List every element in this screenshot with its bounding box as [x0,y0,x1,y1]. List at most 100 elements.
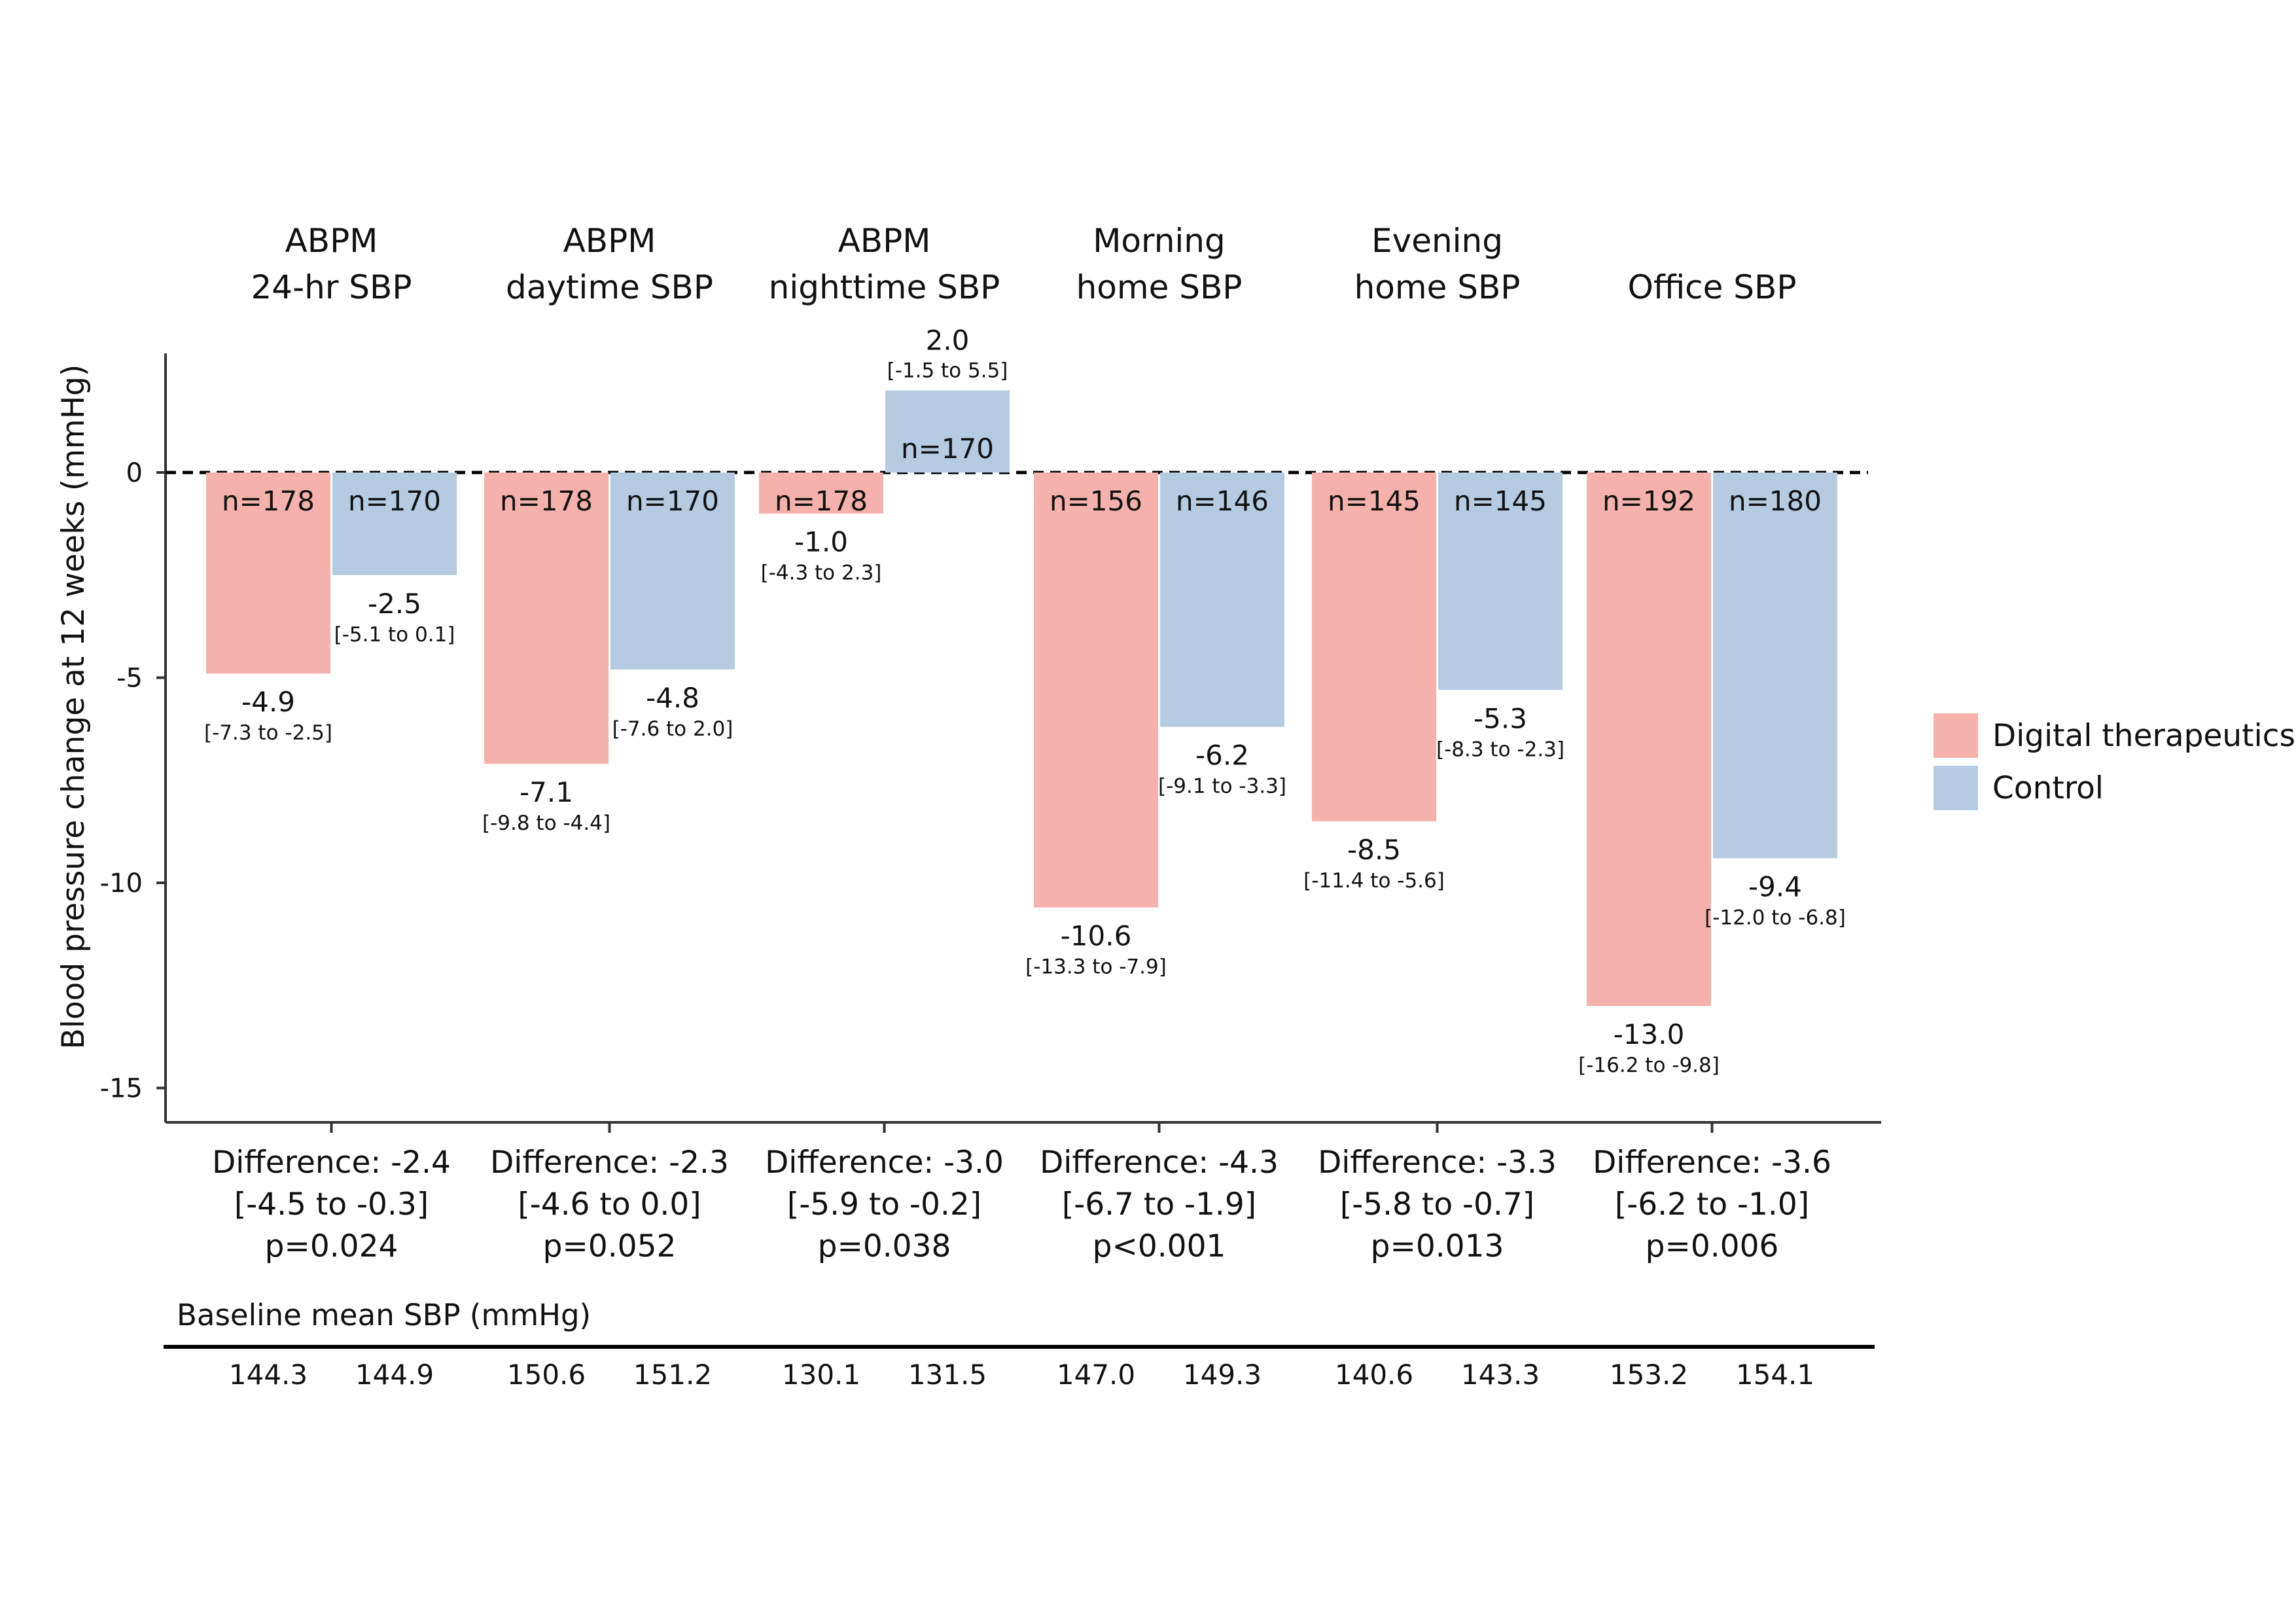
difference-line: Difference: -3.6 [1593,1145,1831,1181]
difference-line: p<0.001 [1093,1228,1226,1264]
category-title-line2: Office SBP [1627,268,1796,306]
difference-line: Difference: -3.0 [765,1145,1004,1181]
ci-label: [-11.4 to -5.6] [1303,869,1445,893]
difference-line: p=0.052 [543,1228,677,1264]
bar-control [332,473,457,575]
category-title-line1: ABPM [563,222,656,260]
value-label: -1.0 [794,526,848,558]
value-label: -6.2 [1195,740,1249,772]
n-label: n=170 [626,485,719,517]
n-label: n=192 [1602,485,1695,517]
difference-line: p=0.038 [818,1228,951,1264]
difference-line: Difference: -4.3 [1040,1145,1279,1181]
ci-label: [-9.8 to -4.4] [482,812,610,835]
ci-label: [-7.3 to -2.5] [204,721,332,745]
ci-label: [-4.3 to 2.3] [761,562,882,585]
bar-digital-therapeutics [206,473,330,674]
value-label: -13.0 [1614,1018,1685,1050]
n-label: n=145 [1328,485,1421,517]
category-title-line2: home SBP [1354,268,1521,306]
n-label: n=180 [1729,485,1822,517]
category-title-line1: ABPM [285,222,378,260]
ci-label: [-12.0 to -6.8] [1704,906,1846,929]
legend-label: Digital therapeutics [1992,718,2295,754]
bars-layer [206,390,1837,1007]
n-label: n=170 [901,433,994,465]
n-label: n=178 [775,485,868,517]
n-label: n=156 [1050,485,1142,517]
ci-label: [-13.3 to -7.9] [1025,955,1167,979]
value-label: -4.8 [646,682,699,714]
y-tick-label: 0 [126,458,143,488]
category-title-line2: daytime SBP [506,268,713,306]
bar-digital-therapeutics [1312,473,1436,821]
bar-control [1713,473,1837,859]
bar-digital-therapeutics [1034,473,1158,908]
ci-label: [-8.3 to -2.3] [1436,738,1564,761]
axes-layer: 0 -5 -10 -15 Blood pressure change at 12 wee… [56,353,1881,1349]
n-label: n=170 [348,485,441,517]
bar-digital-therapeutics [1587,473,1711,1007]
baseline-value: 151.2 [633,1359,712,1391]
y-tick-label: -10 [100,868,143,899]
n-label: n=178 [222,485,315,517]
baseline-value: 131.5 [908,1359,987,1391]
bar-digital-therapeutics [759,473,883,514]
bar-control [1438,473,1563,690]
ci-label: [-5.1 to 0.1] [334,623,455,647]
n-label: n=178 [500,485,593,517]
n-label: n=146 [1176,485,1269,517]
difference-line: Difference: -2.3 [490,1145,729,1181]
difference-line: [-6.2 to -1.0] [1615,1186,1809,1222]
ci-label: [-16.2 to -9.8] [1578,1054,1720,1077]
bar-control [610,473,735,669]
y-axis-label: Blood pressure change at 12 weeks (mmHg) [56,365,92,1050]
legend-swatch [1934,713,1978,758]
category-title-line1: Evening [1371,222,1503,260]
difference-line: [-4.6 to 0.0] [518,1186,701,1222]
value-label: -10.6 [1061,920,1132,952]
difference-line: [-4.5 to -0.3] [234,1186,429,1222]
baseline-value: 154.1 [1736,1359,1814,1391]
baseline-value: 144.9 [355,1359,434,1391]
category-title-line1: ABPM [838,222,931,260]
category-title-line2: nighttime SBP [769,268,1000,306]
ci-label: [-9.1 to -3.3] [1158,775,1286,798]
category-title-line2: 24-hr SBP [251,268,412,306]
ci-label: [-7.6 to 2.0] [612,717,733,741]
baseline-value: 147.0 [1057,1359,1135,1391]
difference-line: p=0.013 [1371,1228,1504,1264]
difference-line: Difference: -2.4 [212,1145,451,1181]
category-title-line2: home SBP [1076,268,1243,306]
legend-swatch [1934,766,1978,810]
value-label: -4.9 [241,686,295,718]
baseline-value: 140.6 [1335,1359,1413,1391]
labels-layer: n=178 -4.9 [-7.3 to -2.5] 144.3 n=178 -7.1 [-9… [177,222,1846,1391]
bar-control [885,390,1010,473]
difference-line: p=0.006 [1646,1228,1779,1264]
category-title-line1: Morning [1093,222,1225,260]
ci-label: [-1.5 to 5.5] [887,359,1008,383]
value-label: -2.5 [368,588,421,620]
baseline-value: 143.3 [1461,1359,1540,1391]
value-label: 2.0 [926,325,970,357]
baseline-value: 153.2 [1610,1359,1688,1391]
value-label: -5.3 [1474,702,1527,734]
bar-control [1160,473,1284,727]
y-tick-label: -5 [116,664,143,694]
difference-line: [-5.9 to -0.2] [787,1186,981,1222]
difference-line: Difference: -3.3 [1318,1145,1557,1181]
baseline-value: 149.3 [1183,1359,1262,1391]
difference-line: [-6.7 to -1.9] [1062,1186,1256,1222]
value-label: -7.1 [520,776,573,808]
n-label: n=145 [1454,485,1547,517]
baseline-value: 150.6 [507,1359,586,1391]
legend: Digital therapeutics Control [1934,713,2295,810]
baseline-value: 144.3 [229,1359,308,1391]
value-label: -9.4 [1748,870,1802,902]
difference-line: p=0.024 [265,1228,398,1264]
value-label: -8.5 [1347,834,1401,866]
difference-line: [-5.8 to -0.7] [1340,1186,1534,1222]
baseline-label: Baseline mean SBP (mmHg) [177,1298,591,1332]
